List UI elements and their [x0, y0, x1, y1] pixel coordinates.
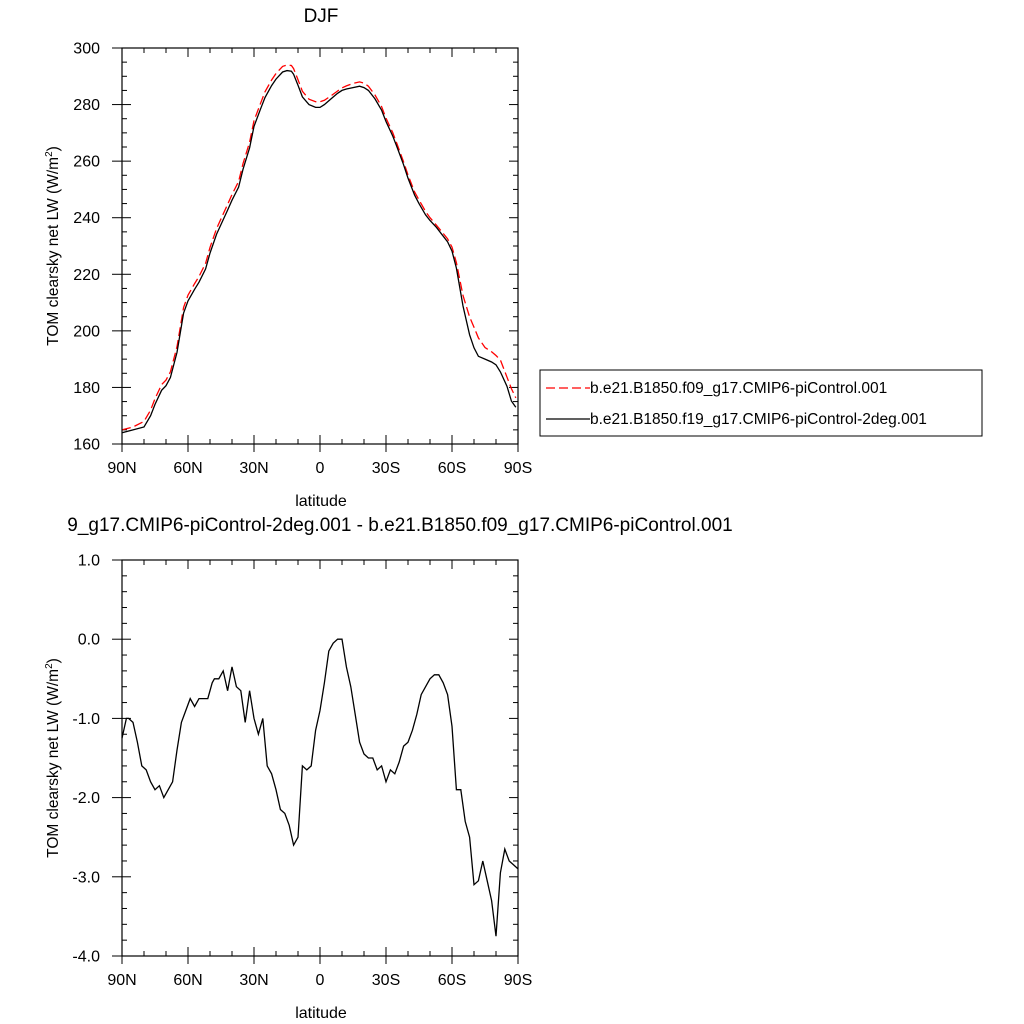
bottom-chart-y-tick-label: -1.0: [72, 711, 100, 728]
top-chart-title: DJF: [304, 6, 339, 27]
top-chart-y-tick-label: 260: [73, 154, 100, 171]
top-chart-x-tick-label: 30S: [372, 460, 400, 477]
bottom-chart-y-tick-label: 0.0: [78, 632, 100, 649]
top-chart-x-tick-label: 60N: [173, 460, 202, 477]
bottom-chart-x-tick-label: 0: [316, 972, 325, 989]
top-chart-ylabel-main: TOM clearsky net LW (W/m: [45, 157, 62, 346]
bottom-chart-x-tick-label: 60N: [173, 972, 202, 989]
top-chart-x-tick-label: 90N: [107, 460, 136, 477]
top-chart-y-tick-label: 220: [73, 267, 100, 284]
top-chart-series: [121, 64, 517, 434]
top-chart-series-line-1: [121, 64, 517, 431]
legend: b.e21.B1850.f09_g17.CMIP6-piControl.001 …: [539, 369, 983, 437]
legend-box: [539, 369, 983, 437]
top-chart-y-tick-label: 160: [73, 437, 100, 454]
bottom-chart-y-tick-label: -4.0: [72, 949, 100, 966]
top-chart-y-tick-label: 300: [73, 41, 100, 58]
top-chart-ylabel-end: ): [45, 146, 62, 151]
top-chart-frame: [121, 47, 519, 445]
top-chart-y-tick-label: 280: [73, 97, 100, 114]
bottom-chart-x-tick-label: 90N: [107, 972, 136, 989]
legend-label-f09: b.e21.B1850.f09_g17.CMIP6-piControl.001: [590, 380, 887, 397]
bottom-chart-series: [121, 638, 519, 937]
bottom-chart-y-tick-label: -2.0: [72, 790, 100, 807]
bottom-chart-y-tick-label: -3.0: [72, 869, 100, 886]
bottom-chart-x-tick-label: 60S: [438, 972, 466, 989]
bottom-chart-ylabel-main: TOM clearsky net LW (W/m: [45, 669, 62, 858]
bottom-chart-x-tick-label: 90S: [504, 972, 532, 989]
top-chart-series-line-2: [121, 69, 517, 434]
bottom-chart-ticks: 90N 60N 30N 0 30S 60S 90S -4.0 -3.0 -2.0 -1.0 0.0 1.…: [72, 553, 532, 990]
top-chart-x-tick-label: 0: [316, 460, 325, 477]
bottom-chart-ylabel-end: ): [45, 658, 62, 663]
bottom-chart-ylabel: TOM clearsky net LW (W/m2): [44, 658, 62, 858]
top-chart-y-tick-label: 200: [73, 323, 100, 340]
top-chart-ylabel: TOM clearsky net LW (W/m2): [44, 146, 62, 346]
bottom-chart-x-tick-label: 30S: [372, 972, 400, 989]
bottom-chart-panel: 9_g17.CMIP6-piControl-2deg.001 - b.e21.B…: [44, 515, 733, 1022]
bottom-chart-xlabel: latitude: [295, 1005, 347, 1022]
bottom-chart-y-tick-label: 1.0: [78, 553, 100, 570]
top-chart-y-tick-label: 240: [73, 210, 100, 227]
bottom-chart-series-line-1: [121, 638, 519, 937]
top-chart-xlabel: latitude: [295, 493, 347, 510]
top-chart-y-tick-label: 180: [73, 380, 100, 397]
top-chart-x-tick-label: 60S: [438, 460, 466, 477]
legend-label-f19: b.e21.B1850.f19_g17.CMIP6-piControl-2deg…: [590, 411, 927, 428]
bottom-chart-ylabel-sup: 2: [44, 663, 55, 669]
top-chart-panel: DJF TOM clearsky net LW (W/m2) latitude …: [44, 6, 532, 510]
top-chart-ylabel-sup: 2: [44, 151, 55, 157]
bottom-chart-frame: [121, 559, 519, 957]
top-chart-x-tick-label: 90S: [504, 460, 532, 477]
bottom-chart-title: 9_g17.CMIP6-piControl-2deg.001 - b.e21.B…: [67, 515, 732, 536]
top-chart-x-tick-label: 30N: [239, 460, 268, 477]
bottom-chart-x-tick-label: 30N: [239, 972, 268, 989]
